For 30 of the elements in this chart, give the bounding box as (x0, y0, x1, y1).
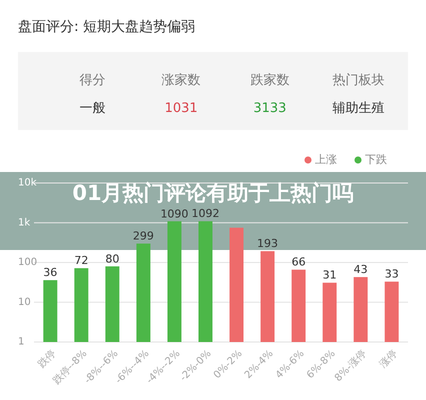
y-tick-label: 1k (18, 217, 30, 228)
data-label: 1092 (191, 207, 220, 220)
category-label: 跌家数 (250, 72, 290, 88)
text: 辅助生殖 (332, 101, 385, 116)
data-label: 299 (132, 230, 154, 243)
category-label: 得分 (79, 73, 106, 88)
text: 3133 (253, 101, 286, 116)
data-label: 193 (257, 237, 278, 250)
data-label: 80 (105, 252, 120, 266)
text: 盘面评分: 短期大盘趋势偏弱 (18, 19, 196, 35)
data-label: 36 (43, 266, 58, 280)
x-tick-label: 跌停 (36, 348, 58, 370)
y-tick-label: 10k (18, 178, 37, 189)
x-tick-label: 涨停 (377, 348, 400, 370)
y-tick-label: 1 (18, 336, 24, 348)
category-label: 涨家数 (162, 72, 201, 88)
category-label: 热门板块 (332, 72, 385, 88)
text: 一般 (79, 101, 106, 116)
legend-label: 上涨 (315, 153, 337, 166)
data-label: 31 (322, 268, 337, 282)
data-label: 1090 (160, 207, 188, 220)
data-label: 43 (354, 263, 368, 276)
text: 1031 (164, 101, 198, 116)
y-tick-label: 10 (18, 296, 31, 308)
data-label: 66 (292, 256, 306, 269)
legend-label: 下跌 (365, 153, 387, 166)
chart-title: 01月热门评论有助于上热门吗 (72, 181, 354, 205)
y-tick-label: 100 (18, 257, 38, 268)
data-label: 72 (74, 254, 88, 268)
data-label: 33 (384, 268, 399, 281)
